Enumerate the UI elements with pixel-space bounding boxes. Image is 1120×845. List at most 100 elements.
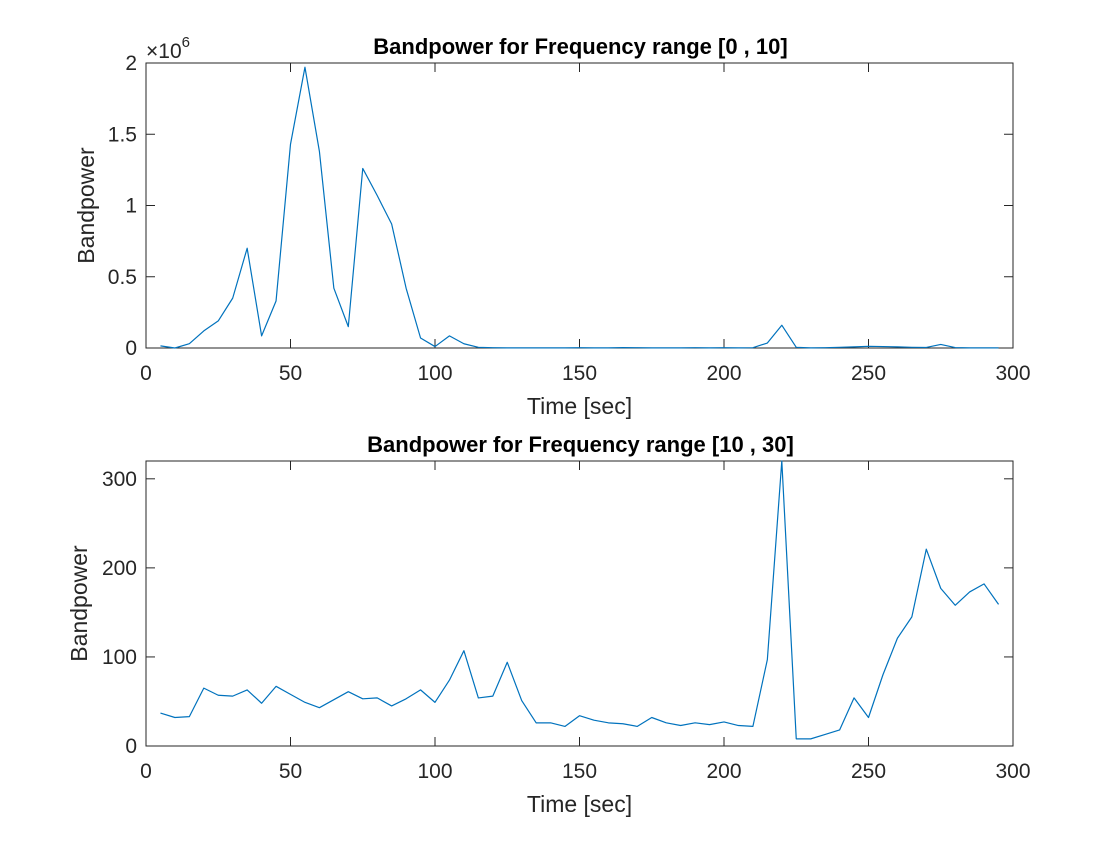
data-point [910, 346, 913, 349]
data-point [376, 194, 379, 197]
data-point [809, 346, 812, 349]
y-tick-label: 1.5 [108, 123, 137, 146]
data-point [173, 716, 176, 719]
y-tick-label: 0 [125, 337, 137, 360]
data-point [217, 319, 220, 322]
data-point [491, 346, 494, 349]
subplot-2: 0 50 100 150 200 250 300 0 100 200 300 Bandpower fo… [66, 432, 1031, 817]
data-point [159, 344, 162, 347]
data-point [390, 704, 393, 707]
data-point [520, 699, 523, 702]
data-point [332, 287, 335, 290]
data-point [462, 649, 465, 652]
data-point [173, 347, 176, 350]
data-point [838, 728, 841, 731]
data-point [621, 722, 624, 725]
x-tick-label: 250 [851, 760, 886, 783]
x-tick-label: 250 [851, 362, 886, 385]
data-point [520, 346, 523, 349]
data-point [795, 737, 798, 740]
data-point [361, 167, 364, 170]
data-point [925, 346, 928, 349]
data-point [231, 695, 234, 698]
data-point [824, 733, 827, 736]
data-point [650, 716, 653, 719]
data-point [202, 687, 205, 690]
data-point [549, 721, 552, 724]
data-point [881, 345, 884, 348]
data-point [665, 721, 668, 724]
data-point [723, 720, 726, 723]
data-point [231, 297, 234, 300]
data-point [853, 696, 856, 699]
series-line [160, 460, 1000, 740]
x-tick-label: 300 [995, 760, 1030, 783]
data-point [809, 737, 812, 740]
data-point [592, 346, 595, 349]
data-point [838, 346, 841, 349]
data-point [968, 590, 971, 593]
data-point [939, 587, 942, 590]
data-point [650, 346, 653, 349]
data-point [347, 690, 350, 693]
data-point [896, 637, 899, 640]
data-point [983, 582, 986, 585]
data-point [246, 688, 249, 691]
y-tick-label: 0.5 [108, 266, 137, 289]
data-point [217, 694, 220, 697]
x-tick-label: 50 [279, 760, 302, 783]
data-point [881, 673, 884, 676]
data-point [535, 346, 538, 349]
data-point [188, 342, 191, 345]
data-point [564, 346, 567, 349]
x-tick-label: 200 [706, 760, 741, 783]
x-tick-label: 100 [417, 760, 452, 783]
data-point [506, 661, 509, 664]
data-point [405, 697, 408, 700]
data-point [564, 725, 567, 728]
data-point [867, 345, 870, 348]
data-point [679, 724, 682, 727]
data-point [607, 721, 610, 724]
data-point [751, 725, 754, 728]
data-point [780, 324, 783, 327]
data-point [636, 725, 639, 728]
y-tick-label: 2 [125, 52, 137, 75]
series-line [160, 66, 999, 349]
data-point [318, 706, 321, 709]
y-axis-label: Bandpower [73, 147, 99, 264]
data-point [925, 548, 928, 551]
data-point [448, 334, 451, 337]
data-point [737, 724, 740, 727]
data-point [636, 346, 639, 349]
data-point [376, 696, 379, 699]
data-point [347, 325, 350, 328]
data-point [983, 346, 986, 349]
data-point [997, 346, 1000, 349]
data-point [578, 346, 581, 349]
data-point [159, 712, 162, 715]
data-point [694, 346, 697, 349]
data-point [332, 698, 335, 701]
y-tick-label: 1 [125, 195, 137, 218]
y-exponent-label: ×106 [146, 34, 190, 63]
y-axis-label: Bandpower [66, 545, 92, 662]
chart-title: Bandpower for Frequency range [0 , 10] [373, 34, 787, 59]
data-point [795, 346, 798, 349]
x-tick-label: 50 [279, 362, 302, 385]
data-point [954, 604, 957, 607]
data-point [303, 701, 306, 704]
x-tick-label: 0 [140, 760, 152, 783]
chart-title: Bandpower for Frequency range [10 , 30] [367, 432, 794, 457]
data-point [477, 346, 480, 349]
exponent-base: ×10 [146, 40, 182, 63]
data-point [462, 342, 465, 345]
data-point [780, 460, 783, 463]
data-point [853, 345, 856, 348]
data-point [766, 658, 769, 661]
x-tick-label: 200 [706, 362, 741, 385]
data-point [434, 701, 437, 704]
data-point [910, 615, 913, 618]
data-point [679, 346, 682, 349]
